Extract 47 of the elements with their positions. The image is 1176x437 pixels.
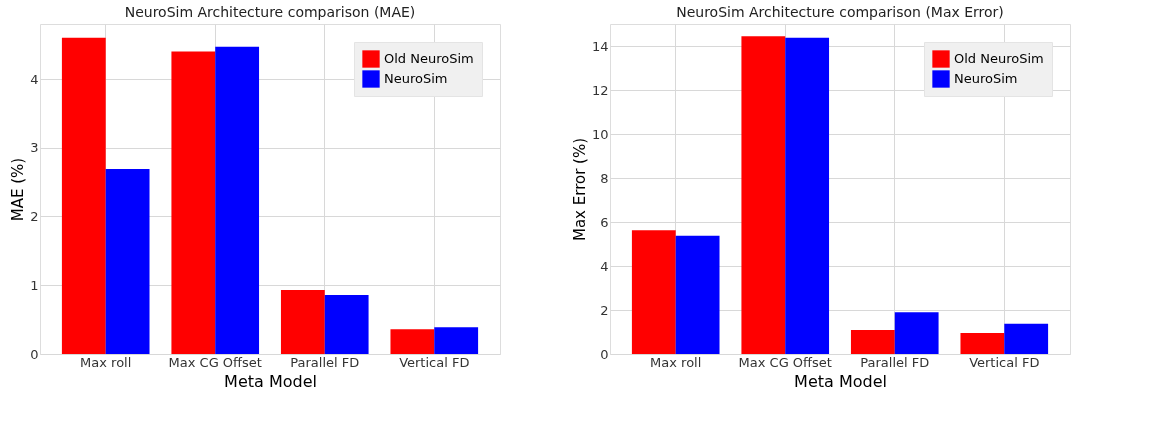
x-tick-label: Max CG Offset xyxy=(168,354,262,370)
chart-title: NeuroSim Architecture comparison (MAE) xyxy=(124,4,416,20)
y-tick-label: 4 xyxy=(30,71,39,87)
bar xyxy=(390,329,435,354)
bar xyxy=(631,230,676,354)
bar xyxy=(434,327,479,354)
y-tick-label: 3 xyxy=(30,140,39,156)
x-tick-label: Parallel FD xyxy=(860,354,930,370)
bar xyxy=(741,36,786,354)
y-tick-label: 6 xyxy=(600,214,609,230)
x-axis-title: Meta Model xyxy=(794,371,887,391)
x-tick-label: Vertical FD xyxy=(969,354,1040,370)
legend-label: NeuroSim xyxy=(954,71,1018,86)
y-axis-title: MAE (%) xyxy=(9,157,28,222)
bar xyxy=(1004,323,1049,354)
bar xyxy=(960,332,1005,354)
bar xyxy=(105,169,150,354)
y-axis-title: Max Error (%) xyxy=(570,137,589,242)
x-tick-label: Max roll xyxy=(80,354,132,370)
x-tick-label: Vertical FD xyxy=(399,354,470,370)
x-tick-label: Max roll xyxy=(650,354,702,370)
y-tick-label: 12 xyxy=(591,82,609,98)
legend-label: Old NeuroSim xyxy=(954,51,1044,66)
y-tick-label: 4 xyxy=(600,258,609,274)
bar xyxy=(171,51,216,354)
bar xyxy=(61,37,106,354)
y-tick-label: 0 xyxy=(600,346,609,362)
y-tick-label: 1 xyxy=(30,277,39,293)
bar xyxy=(785,37,830,354)
y-tick-label: 2 xyxy=(30,209,39,224)
y-tick-label: 0 xyxy=(30,346,39,362)
y-tick-label: 8 xyxy=(600,170,609,186)
x-tick-label: Parallel FD xyxy=(290,354,360,370)
bar xyxy=(280,290,325,354)
legend-label: NeuroSim xyxy=(384,71,448,86)
x-tick-label: Max CG Offset xyxy=(738,354,832,370)
x-axis-title: Meta Model xyxy=(224,371,317,391)
y-tick-label: 10 xyxy=(591,126,609,142)
bar xyxy=(215,46,260,354)
chart-title: NeuroSim Architecture comparison (Max Error) xyxy=(676,4,1004,20)
bar xyxy=(324,294,369,354)
bar xyxy=(850,330,895,354)
bar xyxy=(675,235,720,354)
y-tick-label: 14 xyxy=(591,38,609,54)
bar xyxy=(894,312,939,354)
legend-label: Old NeuroSim xyxy=(384,51,474,66)
y-tick-label: 2 xyxy=(600,302,609,318)
